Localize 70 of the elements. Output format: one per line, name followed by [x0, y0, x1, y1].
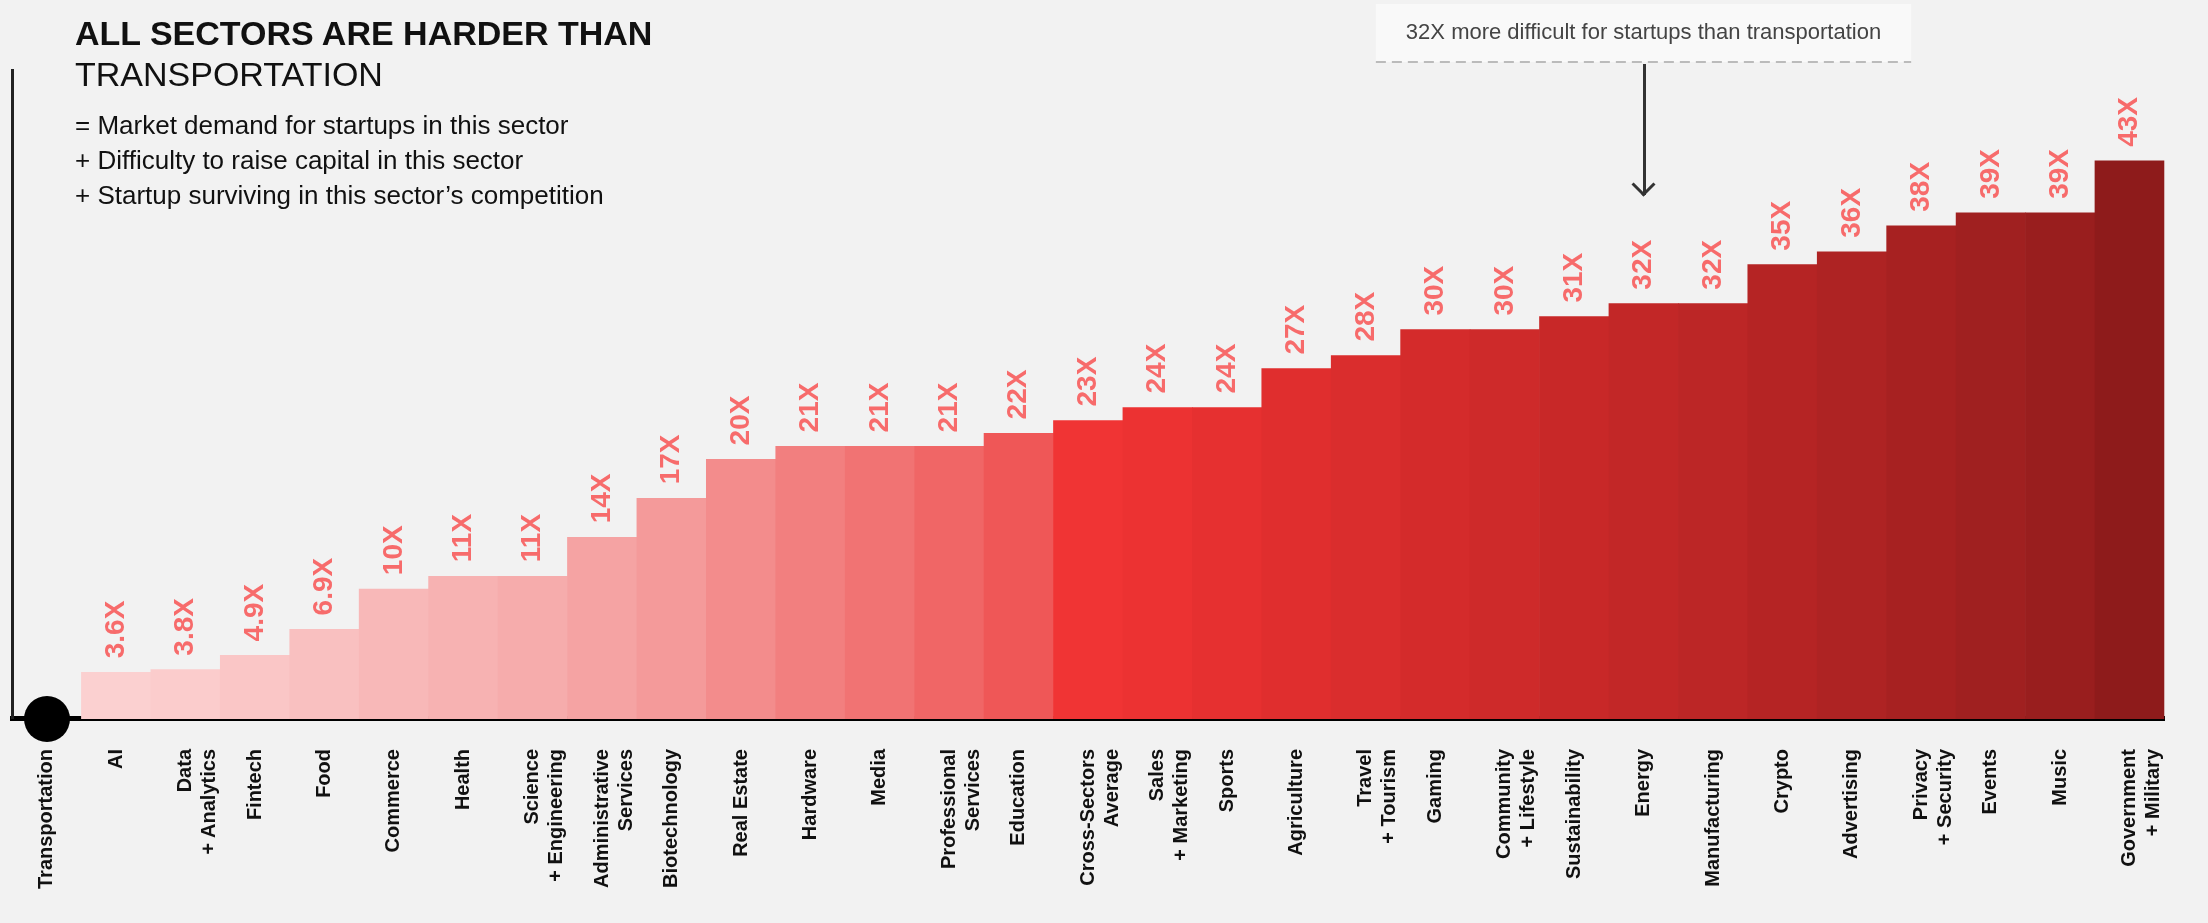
x-tick-label: Sales + Marketing	[1145, 748, 1192, 861]
x-tick-label: Agriculture	[1284, 748, 1307, 856]
x-tick-label: Administrative Services	[589, 748, 636, 888]
data-label: 21X	[862, 382, 894, 433]
x-tick-label: Data + Analytics	[173, 748, 220, 855]
annotation: + Difficulty to raise capital in this sector	[75, 144, 525, 177]
data-label: 11X	[446, 513, 478, 563]
data-label: 20X	[723, 395, 755, 446]
data-label: 31X	[1556, 252, 1588, 303]
x-tick-label: Manufacturing	[1700, 748, 1723, 887]
x-tick-label: Gaming	[1422, 748, 1445, 824]
x-tick-label: Education	[1006, 748, 1029, 846]
data-label: 21X	[932, 382, 964, 433]
data-label: 21X	[793, 382, 825, 433]
bar	[914, 446, 985, 719]
data-label: 43X	[2112, 96, 2144, 147]
data-label: 30X	[1487, 265, 1519, 316]
x-tick-label: Energy	[1631, 748, 1654, 817]
x-tick-label: Professional Services	[936, 748, 983, 870]
x-tick-label: Fintech	[242, 748, 265, 821]
x-tick-label: Advertising	[1839, 748, 1862, 860]
text: = Market demand for startups in this sector	[75, 109, 570, 142]
x-tick-label: Sustainability	[1561, 748, 1584, 880]
data-label: 24X	[1140, 343, 1172, 394]
data-label: 3.8X	[168, 597, 200, 656]
bar	[983, 433, 1054, 719]
data-label: 24X	[1209, 343, 1241, 394]
x-tick-label: Sports	[1214, 748, 1237, 813]
x-tick-label: Community + Lifestyle	[1492, 748, 1539, 859]
data-label: 32X	[1626, 239, 1658, 290]
bar	[705, 459, 777, 719]
data-label: 14X	[584, 473, 616, 524]
annotation: + Startup surviving in this sector’s competition	[75, 179, 605, 212]
x-tick-label: Events	[1978, 748, 2001, 815]
data-label: 17X	[654, 434, 686, 485]
data-label: 36X	[1834, 187, 1866, 238]
text: 32X more difficult for startups than transportation	[1405, 19, 1882, 45]
data-label: 4.9X	[237, 583, 269, 642]
x-tick-label: Cross-Sectors Average	[1075, 748, 1122, 886]
data-label: 6.9X	[307, 557, 339, 616]
x-tick-label: Crypto	[1770, 748, 1793, 814]
chart-subtitle: TRANSPORTATION	[75, 55, 384, 94]
data-label: 27X	[1279, 304, 1311, 355]
data-label: 39X	[1973, 148, 2005, 199]
x-tick-label: Media	[867, 748, 890, 806]
x-tick-label: Science + Engineering	[520, 748, 567, 882]
x-tick-label: Travel + Tourism	[1353, 748, 1400, 844]
data-label: 10X	[376, 525, 408, 576]
x-tick-label: Privacy + Security	[1908, 748, 1955, 846]
x-tick-label: Commerce	[381, 748, 404, 853]
data-label: 3.6X	[98, 600, 130, 659]
x-tick-label: Hardware	[797, 748, 820, 841]
x-tick-label: Health	[450, 748, 473, 811]
x-tick-label: Transportation	[34, 748, 57, 890]
x-tick-label: Biotechnology	[659, 748, 682, 888]
data-label: 38X	[1904, 161, 1936, 212]
x-tick-label: AI	[103, 748, 126, 769]
chart-title: ALL SECTORS ARE HARDER THAN	[75, 14, 653, 53]
x-tick-label: Real Estate	[728, 748, 751, 857]
data-label: 30X	[1418, 265, 1450, 316]
data-label: 11X	[515, 513, 547, 563]
data-label: 22X	[1001, 369, 1033, 420]
data-label: 23X	[1070, 356, 1102, 407]
data-label: 35X	[1765, 200, 1797, 251]
x-tick-label: Government + Military	[2117, 748, 2164, 867]
data-label: 39X	[2042, 148, 2074, 199]
x-tick-label: Food	[311, 748, 334, 798]
x-tick-label: Music	[2047, 748, 2070, 806]
data-label: 32X	[1695, 239, 1727, 290]
data-label: 28X	[1348, 291, 1380, 342]
